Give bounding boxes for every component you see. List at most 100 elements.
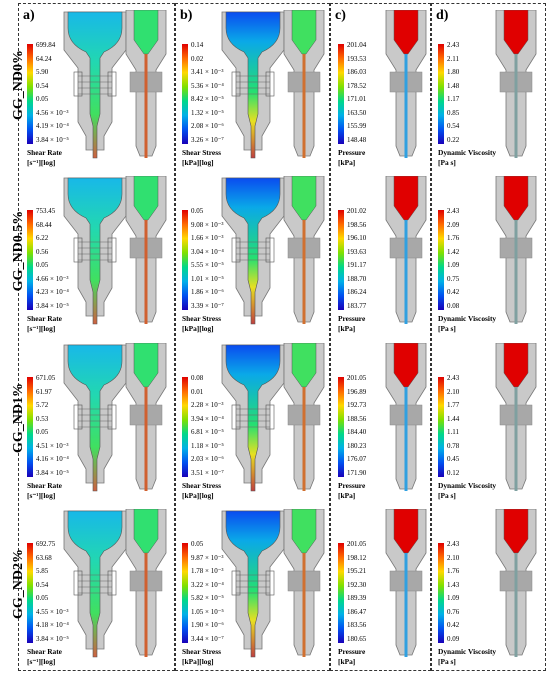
panel-d-viscosity: d) <box>431 3 546 671</box>
color-scale-bar <box>182 543 188 643</box>
legend-tick: 0.53 <box>36 414 49 423</box>
legend-tick: 171.01 <box>347 95 367 103</box>
legend-tick: 1.76 <box>447 567 460 575</box>
legend-unit: [s⁻¹][log] <box>27 657 56 666</box>
legend-tick: 3.44 × 10⁻⁷ <box>191 634 224 643</box>
legend-tick: 9.08 × 10⁻³ <box>191 220 224 229</box>
legend-title: Dynamic Viscosity <box>438 481 497 490</box>
legend-tick: 3.04 × 10⁻⁴ <box>191 247 224 256</box>
legend-unit: [kPa] <box>338 657 356 666</box>
legend-tick: 5.36 × 10⁻⁴ <box>191 81 224 90</box>
shear-stress-nozzle-section <box>221 11 285 159</box>
pressure-nozzle-side <box>385 343 427 491</box>
color-scale-bar <box>438 44 444 144</box>
legend-title: Dynamic Viscosity <box>438 314 497 323</box>
panel-b-shear-stress: b) <box>175 3 330 671</box>
legend-tick: 0.42 <box>447 621 460 629</box>
color-scale-bar <box>182 44 188 144</box>
legend-tick: 189.39 <box>347 594 367 602</box>
legend-tick: 0.05 <box>191 540 204 548</box>
legend-tick: 198.56 <box>347 220 367 229</box>
legend-tick: 4.51 × 10⁻³ <box>36 441 69 450</box>
legend-tick: 184.40 <box>347 428 367 436</box>
color-scale-bar <box>27 377 33 477</box>
shear-rate-nozzle-side <box>125 176 167 324</box>
legend-tick: 1.44 <box>447 414 460 423</box>
legend-tick: 186.47 <box>347 607 367 616</box>
legend-title: Shear Rate <box>27 647 62 656</box>
legend-unit: [Pa s] <box>438 324 456 333</box>
legend-tick: 1.11 <box>447 428 459 436</box>
legend-tick: 0.54 <box>36 81 49 90</box>
legend-tick: 155.99 <box>347 122 367 130</box>
legend-tick: 1.77 <box>447 401 460 409</box>
legend-tick: 0.14 <box>191 41 204 49</box>
shear-rate-nozzle-section <box>63 11 127 159</box>
shear-rate-nozzle-section <box>63 510 127 658</box>
legend-tick: 1.18 × 10⁻⁵ <box>191 441 224 450</box>
legend-tick: 201.05 <box>347 540 367 548</box>
legend-tick: 0.02 <box>191 54 204 63</box>
legend-unit: [kPa][log] <box>182 491 214 500</box>
legend-tick: 186.03 <box>347 68 367 76</box>
legend-tick: 0.05 <box>191 207 204 215</box>
legend-tick: 2.09 <box>447 220 460 229</box>
legend-tick: 0.78 <box>447 441 460 450</box>
legend-tick: 1.42 <box>447 247 460 256</box>
legend-tick: 6.81 × 10⁻⁵ <box>191 428 224 436</box>
legend-title: Shear Rate <box>27 148 62 157</box>
legend-tick: 1.32 × 10⁻⁵ <box>191 108 224 117</box>
shear-stress-nozzle-section <box>221 344 285 492</box>
legend-tick: 178.52 <box>347 81 367 90</box>
legend-unit: [Pa s] <box>438 657 456 666</box>
legend-tick: 196.89 <box>347 387 367 396</box>
legend-tick: 2.43 <box>447 207 460 215</box>
legend-tick: 0.75 <box>447 274 460 283</box>
legend-title: Shear Stress <box>182 481 221 490</box>
legend-tick: 2.03 × 10⁻⁶ <box>191 455 224 463</box>
legend-title: Dynamic Viscosity <box>438 647 497 656</box>
legend-tick: 180.23 <box>347 441 367 450</box>
legend-tick: 193.63 <box>347 247 367 256</box>
legend-title: Shear Stress <box>182 148 221 157</box>
legend-tick: 201.02 <box>347 207 367 215</box>
legend-tick: 753.45 <box>36 207 56 215</box>
shear-rate-nozzle-side <box>125 10 167 158</box>
legend-tick: 5.72 <box>36 401 49 409</box>
shear-stress-nozzle-section <box>221 177 285 325</box>
legend-tick: 0.05 <box>36 594 49 602</box>
legend-tick: 192.30 <box>347 580 367 589</box>
legend-tick: 4.18 × 10⁻⁴ <box>36 621 69 629</box>
panel-label: d) <box>436 8 449 23</box>
color-scale-bar <box>27 44 33 144</box>
legend-tick: 4.23 × 10⁻⁴ <box>36 288 69 296</box>
legend-tick: 1.66 × 10⁻³ <box>191 234 224 242</box>
legend-tick: 692.75 <box>36 540 56 548</box>
legend-title: Pressure <box>338 647 366 656</box>
panel-label: b) <box>180 8 193 23</box>
legend-tick: 1.90 × 10⁻⁶ <box>191 621 224 629</box>
legend-tick: 3.26 × 10⁻⁷ <box>191 135 224 144</box>
legend-tick: 196.10 <box>347 234 367 242</box>
legend-tick: 180.65 <box>347 634 367 643</box>
legend-tick: 186.24 <box>347 288 367 296</box>
legend-unit: [kPa][log] <box>182 324 214 333</box>
legend-unit: [kPa] <box>338 491 356 500</box>
legend-tick: 2.43 <box>447 540 460 548</box>
legend-tick: 2.11 <box>447 54 459 63</box>
legend-tick: 0.54 <box>36 580 49 589</box>
color-scale-bar <box>182 377 188 477</box>
color-scale-bar <box>182 210 188 310</box>
legend-tick: 0.08 <box>191 374 204 382</box>
viscosity-nozzle-side <box>495 176 537 324</box>
legend-tick: 1.76 <box>447 234 460 242</box>
legend-tick: 188.56 <box>347 414 367 423</box>
legend-tick: 193.53 <box>347 54 367 63</box>
legend-tick: 1.48 <box>447 81 460 90</box>
legend-tick: 3.84 × 10⁻⁵ <box>36 634 69 643</box>
legend-tick: 0.05 <box>36 428 49 436</box>
legend-tick: 1.78 × 10⁻³ <box>191 567 224 575</box>
legend-title: Shear Rate <box>27 481 62 490</box>
legend-tick: 699.84 <box>36 41 56 49</box>
legend-tick: 176.07 <box>347 455 367 463</box>
